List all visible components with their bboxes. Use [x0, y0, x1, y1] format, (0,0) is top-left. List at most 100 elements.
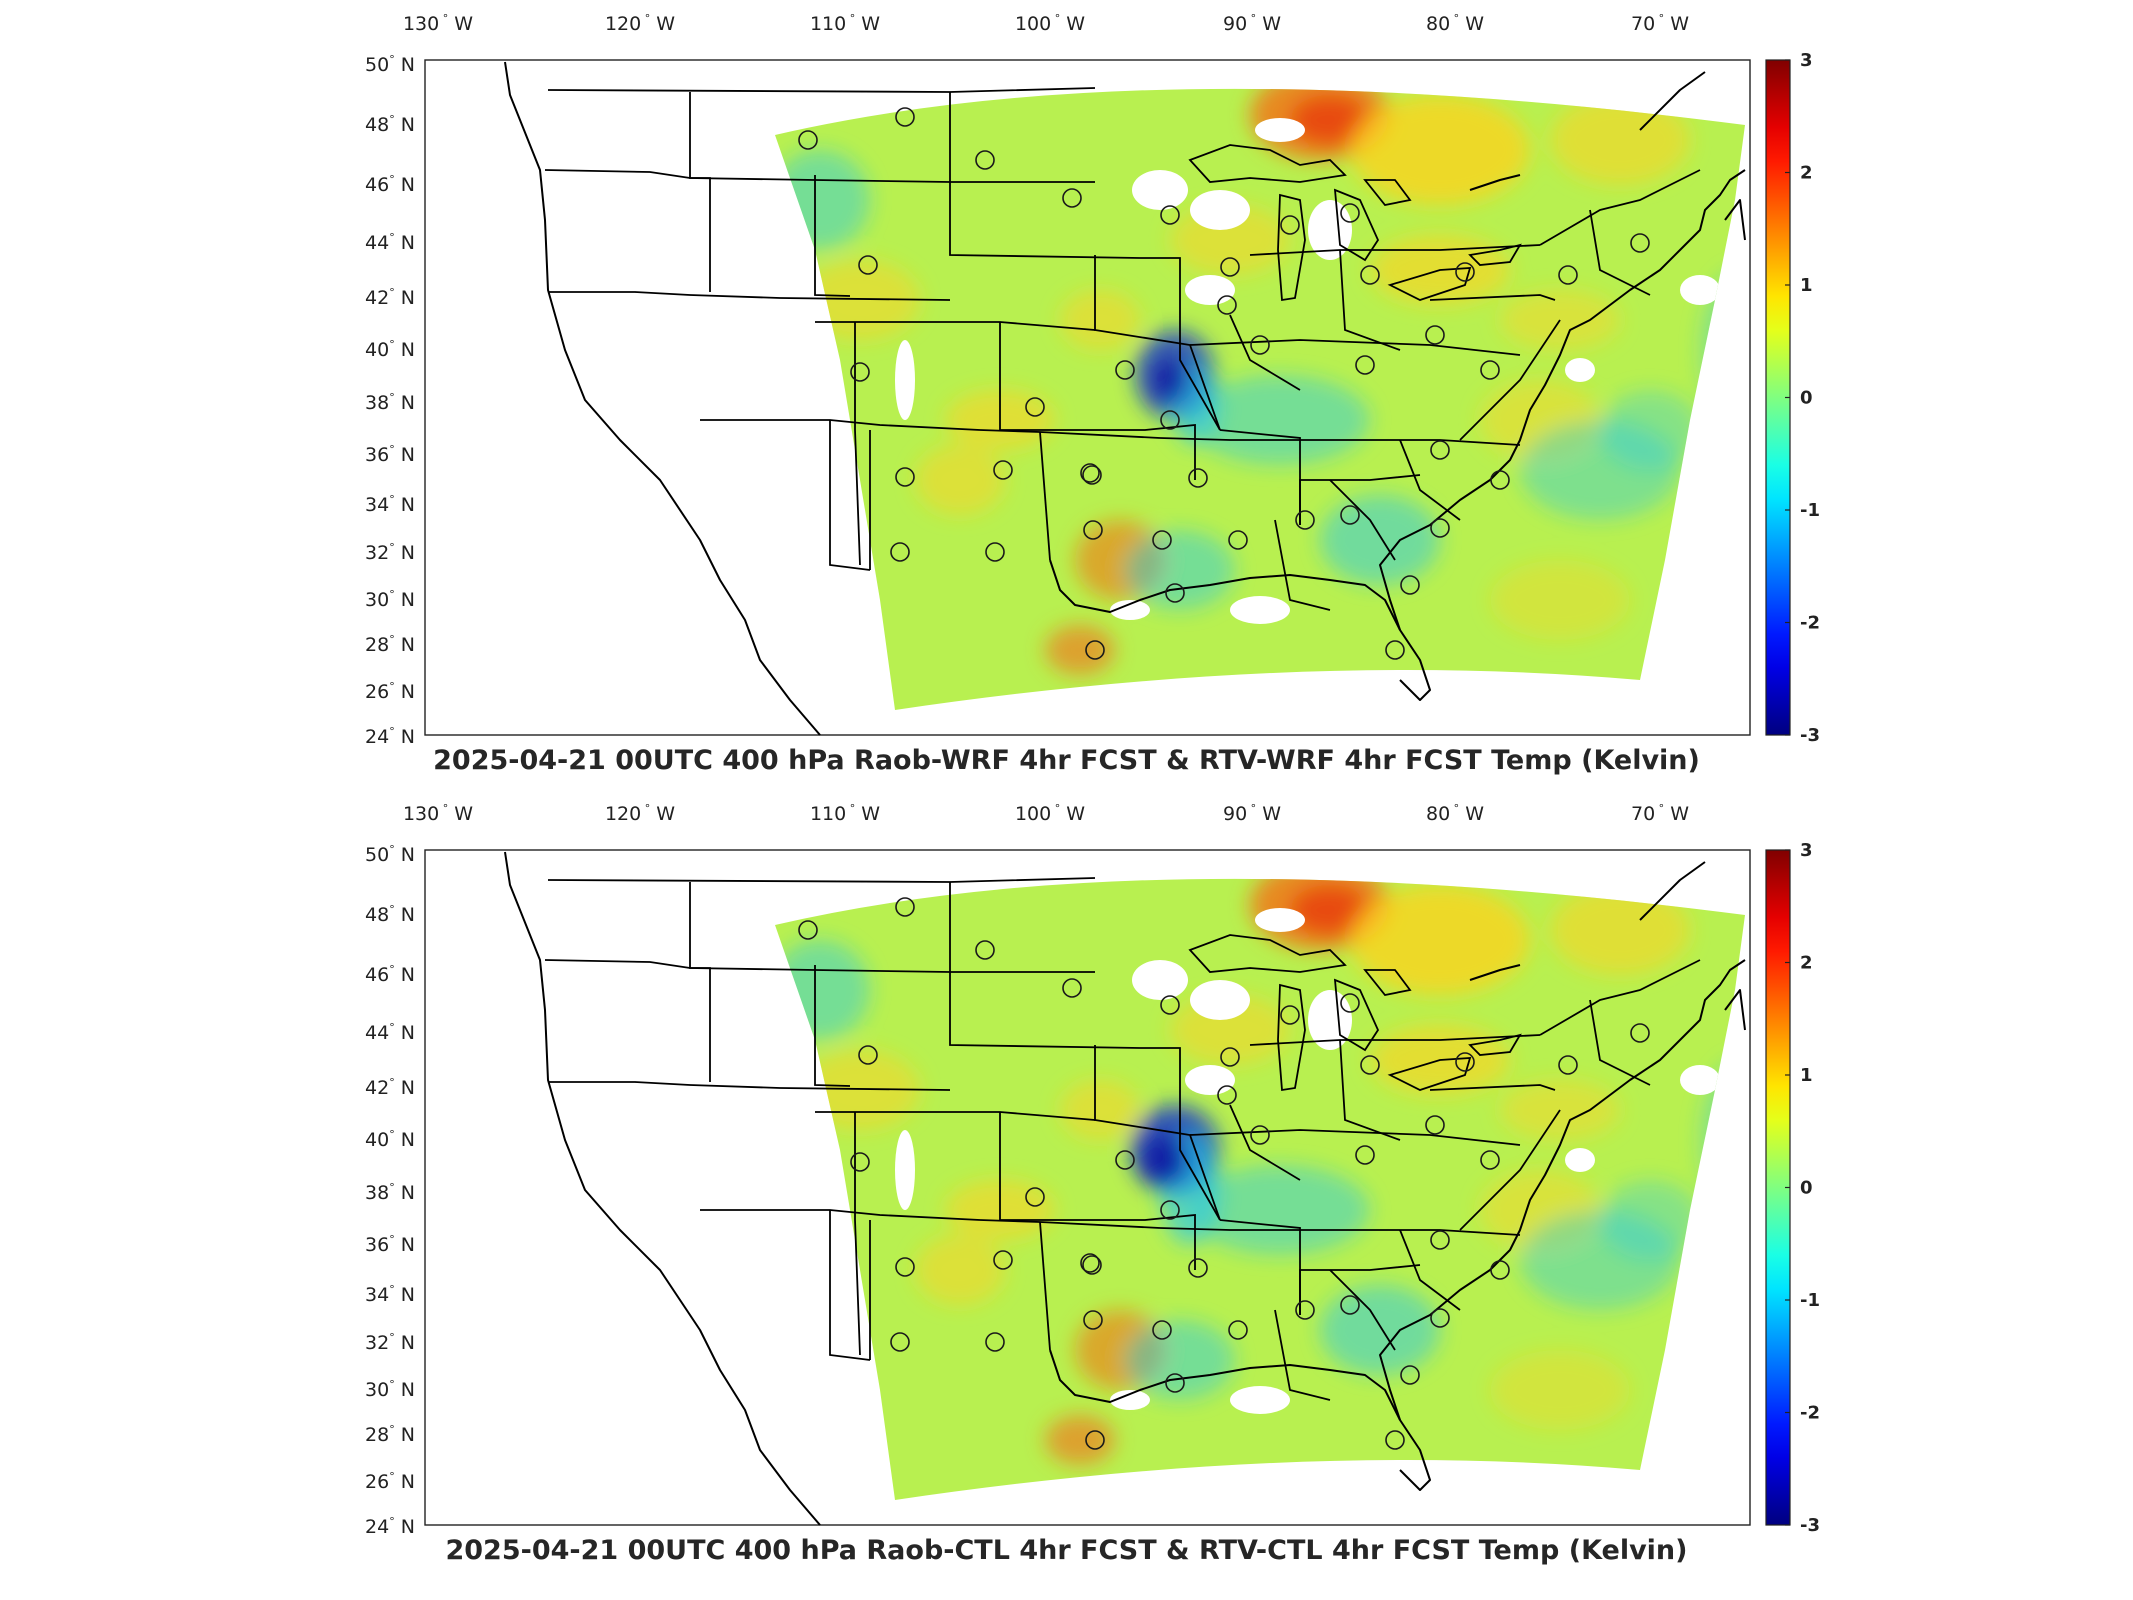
lon-label: 80 ° W	[1426, 802, 1484, 825]
colorbar-tick-label: -3	[1800, 1515, 1820, 1536]
lat-label: 48° N	[365, 113, 415, 136]
station-marker	[985, 1332, 1005, 1352]
station-marker	[1385, 640, 1405, 660]
station-marker	[1062, 978, 1082, 998]
station-marker	[1152, 530, 1172, 550]
station-marker	[798, 920, 818, 940]
station-marker	[1025, 1187, 1045, 1207]
lon-label: 90 ° W	[1223, 12, 1281, 35]
colorbar-tick-label: 3	[1800, 50, 1813, 71]
state-boundaries	[504, 851, 1746, 1526]
station-marker	[1188, 468, 1208, 488]
station-marker	[1340, 993, 1360, 1013]
station-marker	[858, 255, 878, 275]
lat-label: 50° N	[365, 843, 415, 866]
lon-label: 120 ° W	[605, 802, 675, 825]
colorbar-tick-label: 2	[1800, 163, 1813, 184]
station-marker	[1152, 1320, 1172, 1340]
station-marker	[975, 940, 995, 960]
colorbar-tick-label: 1	[1800, 1065, 1813, 1086]
station-marker	[1085, 1430, 1105, 1450]
station-marker	[1085, 640, 1105, 660]
colorbar-tick-label: -3	[1800, 725, 1820, 746]
lat-label: 38° N	[365, 1181, 415, 1204]
lon-label: 70 ° W	[1631, 12, 1689, 35]
station-marker	[1455, 1052, 1475, 1072]
station-marker	[850, 1152, 870, 1172]
lat-label: 30° N	[365, 588, 415, 611]
station-marker	[1228, 1320, 1248, 1340]
raob-stations	[798, 107, 1650, 660]
lat-label: 32° N	[365, 1331, 415, 1354]
station-marker	[858, 1045, 878, 1065]
lon-label: 110 ° W	[810, 802, 880, 825]
map-figure-top: 130 ° W 120 ° W 110 ° W 100 ° W 90 ° W 80 ° W…	[365, 12, 1820, 748]
lat-label: 48° N	[365, 903, 415, 926]
station-marker	[1340, 505, 1360, 525]
station-marker	[985, 542, 1005, 562]
station-marker	[1480, 1150, 1500, 1170]
lon-label: 100 ° W	[1015, 802, 1085, 825]
station-marker	[1280, 1005, 1300, 1025]
station-marker	[1160, 995, 1180, 1015]
station-marker	[1115, 360, 1135, 380]
colorbar-tick-label: 1	[1800, 275, 1813, 296]
raob-stations	[798, 897, 1650, 1450]
colorbar-tick-label: -2	[1800, 613, 1820, 634]
colorbar-tick-label: -1	[1800, 1290, 1820, 1311]
station-marker	[1558, 265, 1578, 285]
station-marker	[1360, 265, 1380, 285]
station-marker	[1083, 520, 1103, 540]
lon-label: 70 ° W	[1631, 802, 1689, 825]
lat-label: 42° N	[365, 286, 415, 309]
colorbar-tick-label: 0	[1800, 1178, 1813, 1199]
station-marker	[1340, 1295, 1360, 1315]
lon-label: 100 ° W	[1015, 12, 1085, 35]
lon-label: 120 ° W	[605, 12, 675, 35]
station-marker	[1490, 470, 1510, 490]
station-marker	[1160, 1200, 1180, 1220]
lat-label: 28° N	[365, 1423, 415, 1446]
station-marker	[1165, 583, 1185, 603]
station-marker	[1400, 1365, 1420, 1385]
station-marker	[993, 1250, 1013, 1270]
station-marker	[1217, 1085, 1237, 1105]
station-marker	[1160, 410, 1180, 430]
station-marker	[1295, 510, 1315, 530]
station-marker	[1220, 1047, 1240, 1067]
station-marker	[1080, 1253, 1100, 1273]
station-marker	[890, 1332, 910, 1352]
station-marker	[1425, 1115, 1445, 1135]
station-marker	[1082, 1255, 1102, 1275]
station-marker	[1115, 1150, 1135, 1170]
lat-label: 30° N	[365, 1378, 415, 1401]
station-marker	[1400, 575, 1420, 595]
lat-label: 32° N	[365, 541, 415, 564]
lat-label: 44° N	[365, 231, 415, 254]
station-marker	[890, 542, 910, 562]
lat-label: 50° N	[365, 53, 415, 76]
station-marker	[1355, 355, 1375, 375]
lat-label: 34° N	[365, 493, 415, 516]
lat-label: 42° N	[365, 1076, 415, 1099]
lat-label: 44° N	[365, 1021, 415, 1044]
station-marker	[1480, 360, 1500, 380]
lat-label: 38° N	[365, 391, 415, 414]
station-marker	[1025, 397, 1045, 417]
station-marker	[1385, 1430, 1405, 1450]
colorbar-tick-label: -1	[1800, 500, 1820, 521]
station-marker	[1080, 463, 1100, 483]
lat-label: 46° N	[365, 963, 415, 986]
colorbar-tick-label: 2	[1800, 953, 1813, 974]
lat-label: 36° N	[365, 443, 415, 466]
lat-label: 24° N	[365, 725, 415, 748]
temperature-field	[775, 878, 1745, 1501]
station-marker	[1250, 1125, 1270, 1145]
station-marker	[1082, 465, 1102, 485]
station-marker	[1425, 325, 1445, 345]
lat-label: 46° N	[365, 173, 415, 196]
station-marker	[850, 362, 870, 382]
lat-label: 40° N	[365, 1128, 415, 1151]
lat-label: 34° N	[365, 1283, 415, 1306]
station-marker	[1340, 203, 1360, 223]
